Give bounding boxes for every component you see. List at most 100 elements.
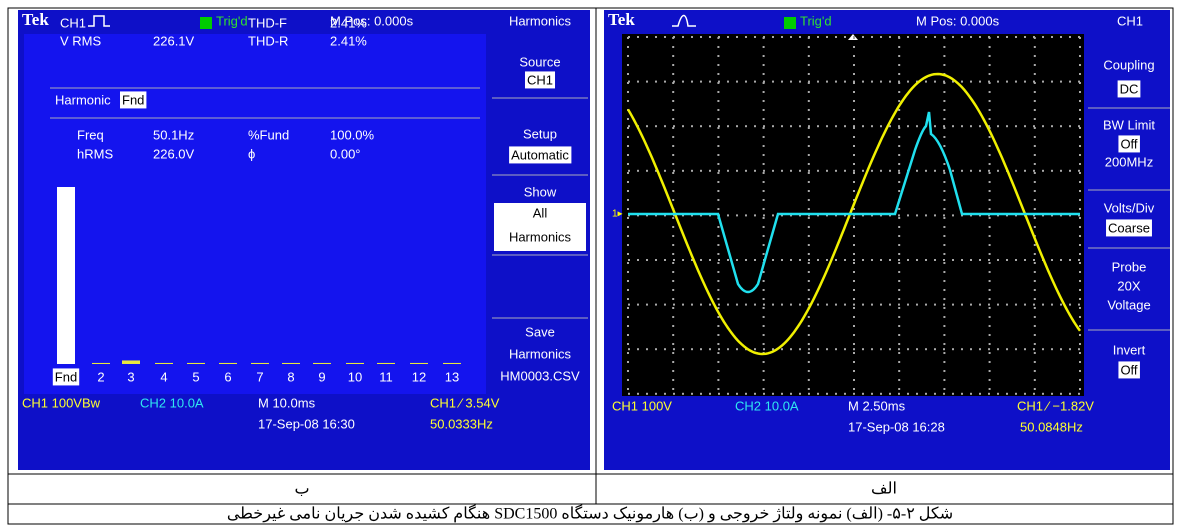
grid-dot: [898, 325, 900, 327]
grid-dot: [717, 289, 719, 291]
grid-dot: [627, 217, 629, 219]
grid-dot: [979, 304, 981, 306]
grid-dot: [853, 118, 855, 120]
grid-dot: [1034, 370, 1036, 372]
grid-dot: [898, 334, 900, 336]
grid-dot: [808, 46, 810, 48]
grid-dot: [898, 379, 900, 381]
grid-dot: [853, 235, 855, 237]
grid-dot: [763, 199, 765, 201]
grid-dot: [672, 154, 674, 156]
grid-dot: [1034, 253, 1036, 255]
grid-dot: [1034, 352, 1036, 354]
grid-dot: [943, 316, 945, 318]
grid-dot: [997, 259, 999, 261]
grid-dot: [808, 118, 810, 120]
label: Harmonics: [509, 346, 572, 361]
grid-dot: [754, 348, 756, 350]
grid-dot: [627, 307, 629, 309]
grid-dot: [763, 325, 765, 327]
grid-dot: [898, 352, 900, 354]
label: THD-F: [248, 15, 287, 30]
grid-dot: [989, 361, 991, 363]
grid-dot: [763, 46, 765, 48]
grid-dot: [853, 348, 855, 350]
grid-dot: [655, 125, 657, 127]
grid-dot: [844, 348, 846, 350]
grid-dot: [943, 109, 945, 111]
grid-dot: [898, 163, 900, 165]
grid-dot: [763, 125, 765, 127]
grid-dot: [826, 36, 828, 38]
grid-dot: [718, 348, 720, 350]
grid-dot: [853, 271, 855, 273]
grid-dot: [808, 100, 810, 102]
grid-dot: [989, 280, 991, 282]
grid-dot: [709, 125, 711, 127]
grid-dot: [943, 190, 945, 192]
grid-dot: [943, 55, 945, 57]
grid-dot: [799, 348, 801, 350]
grid-dot: [1034, 64, 1036, 66]
label: Coupling: [1103, 57, 1154, 72]
grid-dot: [691, 393, 693, 395]
grid-dot: [934, 348, 936, 350]
grid-dot: [835, 36, 837, 38]
grid-dot: [925, 81, 927, 83]
grid-dot: [826, 259, 828, 261]
grid-dot: [1042, 393, 1044, 395]
grid-dot: [772, 304, 774, 306]
grid-dot: [808, 334, 810, 336]
harmonic-bar: [219, 363, 237, 364]
grid-dot: [637, 170, 639, 172]
grid-dot: [916, 214, 918, 216]
grid-dot: [717, 343, 719, 345]
grid-dot: [925, 304, 927, 306]
grid-dot: [1079, 64, 1081, 66]
grid-dot: [1033, 259, 1035, 261]
grid-dot: [817, 304, 819, 306]
grid-dot: [1034, 208, 1036, 210]
grid-dot: [934, 393, 936, 395]
grid-dot: [943, 127, 945, 129]
grid-dot: [717, 244, 719, 246]
grid-dot: [1051, 393, 1053, 395]
grid-dot: [664, 304, 666, 306]
grid-dot: [853, 289, 855, 291]
grid-dot: [925, 259, 927, 261]
grid-dot: [790, 259, 792, 261]
grid-dot: [871, 304, 873, 306]
grid-dot: [628, 259, 630, 261]
grid-dot: [835, 304, 837, 306]
grid-dot: [808, 379, 810, 381]
grid-dot: [1079, 334, 1081, 336]
grid-dot: [745, 393, 747, 395]
harmonic-bar: [377, 363, 395, 364]
grid-dot: [790, 170, 792, 172]
grid-dot: [717, 64, 719, 66]
grid-dot: [808, 352, 810, 354]
grid-dot: [1042, 36, 1044, 38]
grid-dot: [664, 393, 666, 395]
grid-dot: [628, 170, 630, 172]
grid-dot: [862, 348, 864, 350]
grid-dot: [1079, 226, 1081, 228]
grid-dot: [1069, 348, 1071, 350]
grid-dot: [853, 170, 855, 172]
harmonic-bar: [57, 187, 75, 364]
grid-dot: [673, 348, 675, 350]
grid-dot: [808, 154, 810, 156]
grid-dot: [898, 125, 900, 127]
grid-dot: [646, 36, 648, 38]
grid-dot: [691, 81, 693, 83]
grid-dot: [717, 379, 719, 381]
grid-dot: [672, 118, 674, 120]
grid-dot: [673, 393, 675, 395]
grid-dot: [853, 55, 855, 57]
grid-dot: [799, 304, 801, 306]
label: 200MHz: [1105, 154, 1153, 169]
grid-dot: [1034, 379, 1036, 381]
grid-dot: [763, 334, 765, 336]
harmonic-bar: [155, 363, 173, 364]
label: ϕ: [248, 146, 255, 161]
